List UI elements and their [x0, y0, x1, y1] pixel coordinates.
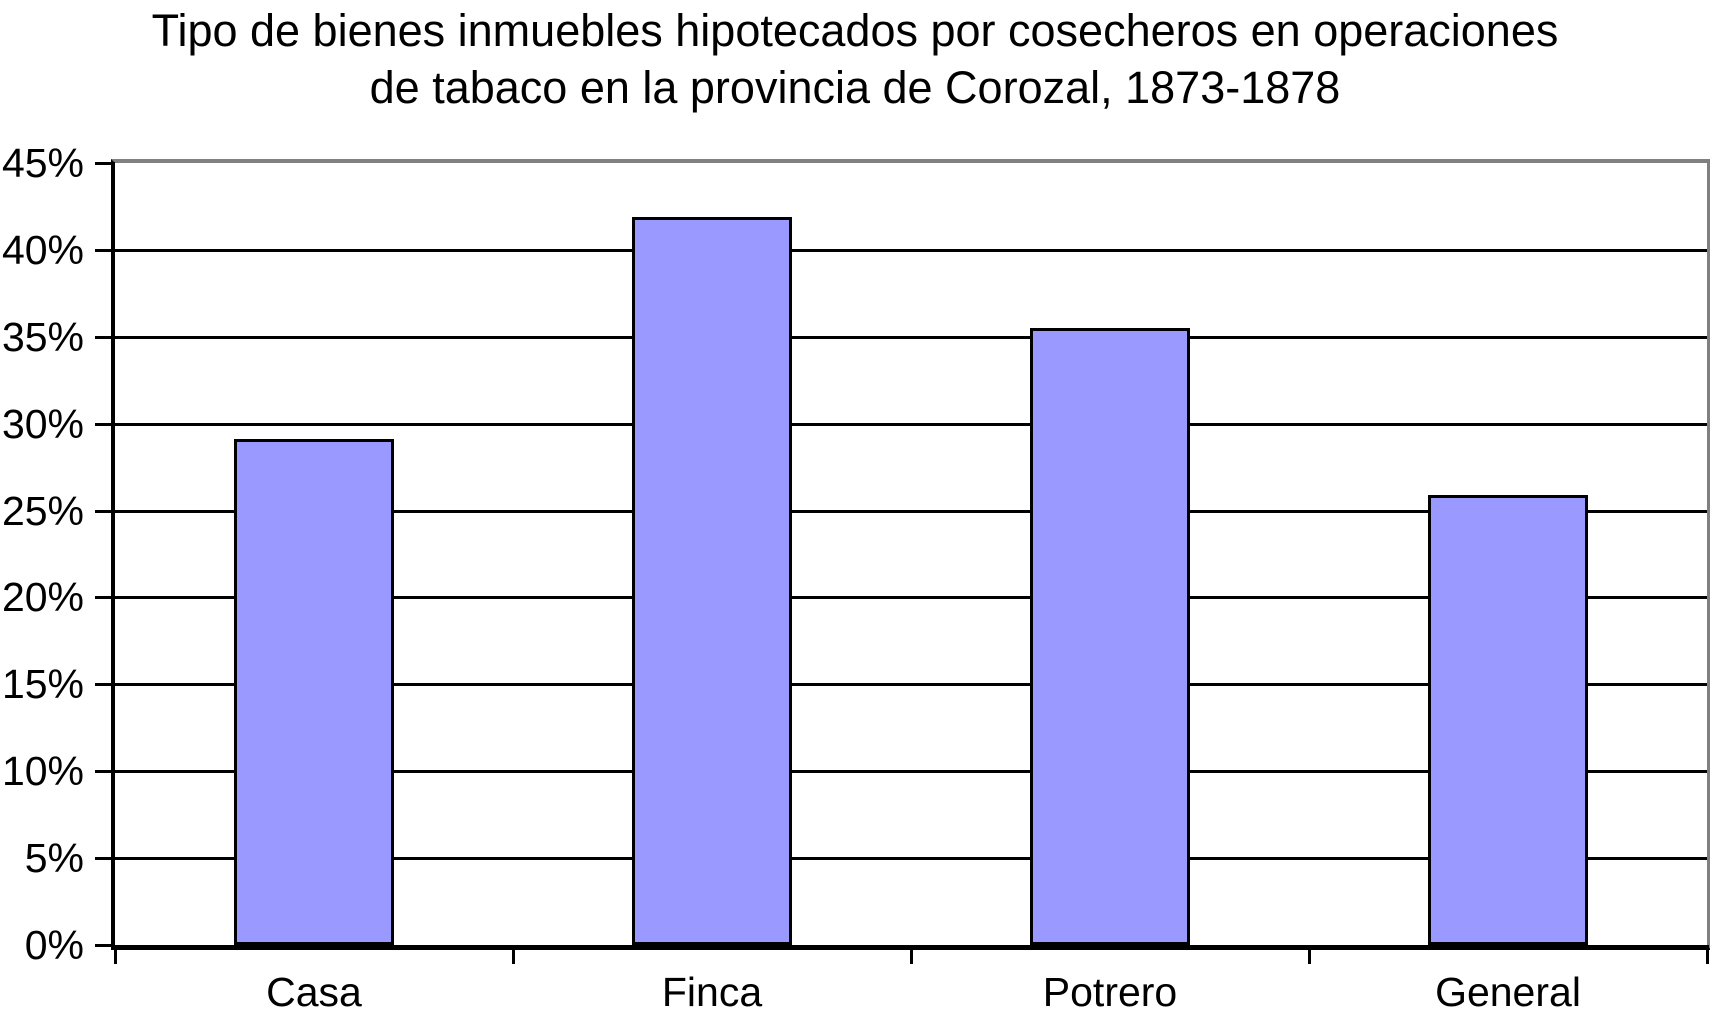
y-tick-35 [95, 335, 115, 339]
chart-title-line1: Tipo de bienes inmuebles hipotecados por… [151, 5, 1559, 56]
y-axis-label-0%: 0% [24, 922, 84, 968]
y-tick-25 [95, 509, 115, 513]
gridline-30 [115, 422, 1707, 426]
bar-casa [234, 439, 394, 945]
x-tick-2 [909, 945, 913, 964]
chart-title: Tipo de bienes inmuebles hipotecados por… [0, 2, 1710, 116]
y-tick-10 [95, 770, 115, 774]
x-axis-label-general: General [1435, 969, 1581, 1015]
y-axis-label-25%: 25% [1, 488, 84, 534]
x-tick-3 [1307, 945, 1311, 964]
bar-potrero [1030, 328, 1190, 945]
y-tick-15 [95, 683, 115, 687]
gridline-40 [115, 248, 1707, 252]
x-tick-0 [113, 945, 117, 964]
gridline-35 [115, 335, 1707, 339]
gridline-5 [115, 857, 1707, 861]
y-tick-20 [95, 596, 115, 600]
y-tick-30 [95, 422, 115, 426]
x-axis-label-finca: Finca [661, 969, 763, 1015]
y-axis-label-10%: 10% [1, 748, 84, 794]
plot-area [95, 159, 1710, 964]
gridline-15 [115, 683, 1707, 687]
x-axis-label-potrero: Potrero [1042, 969, 1178, 1015]
y-axis-label-15%: 15% [1, 661, 84, 707]
y-tick-0 [95, 944, 115, 947]
y-axis-label-20%: 20% [1, 574, 84, 620]
bar-finca [632, 217, 792, 945]
x-tick-1 [511, 945, 515, 964]
y-axis-label-35%: 35% [1, 314, 84, 360]
gridline-20 [115, 596, 1707, 600]
y-axis-label-40%: 40% [1, 227, 84, 273]
y-tick-45 [95, 162, 115, 165]
x-axis-label-casa: Casa [266, 969, 362, 1015]
x-tick-4 [1705, 945, 1709, 964]
y-axis-label-45%: 45% [1, 140, 84, 186]
y-axis-label-5%: 5% [24, 835, 84, 881]
chart-title-line2: de tabaco en la provincia de Corozal, 18… [369, 62, 1341, 113]
y-tick-40 [95, 248, 115, 252]
y-tick-5 [95, 857, 115, 861]
gridline-10 [115, 770, 1707, 774]
gridline-25 [115, 509, 1707, 513]
bar-general [1428, 495, 1588, 945]
y-axis-label-30%: 30% [1, 401, 84, 447]
